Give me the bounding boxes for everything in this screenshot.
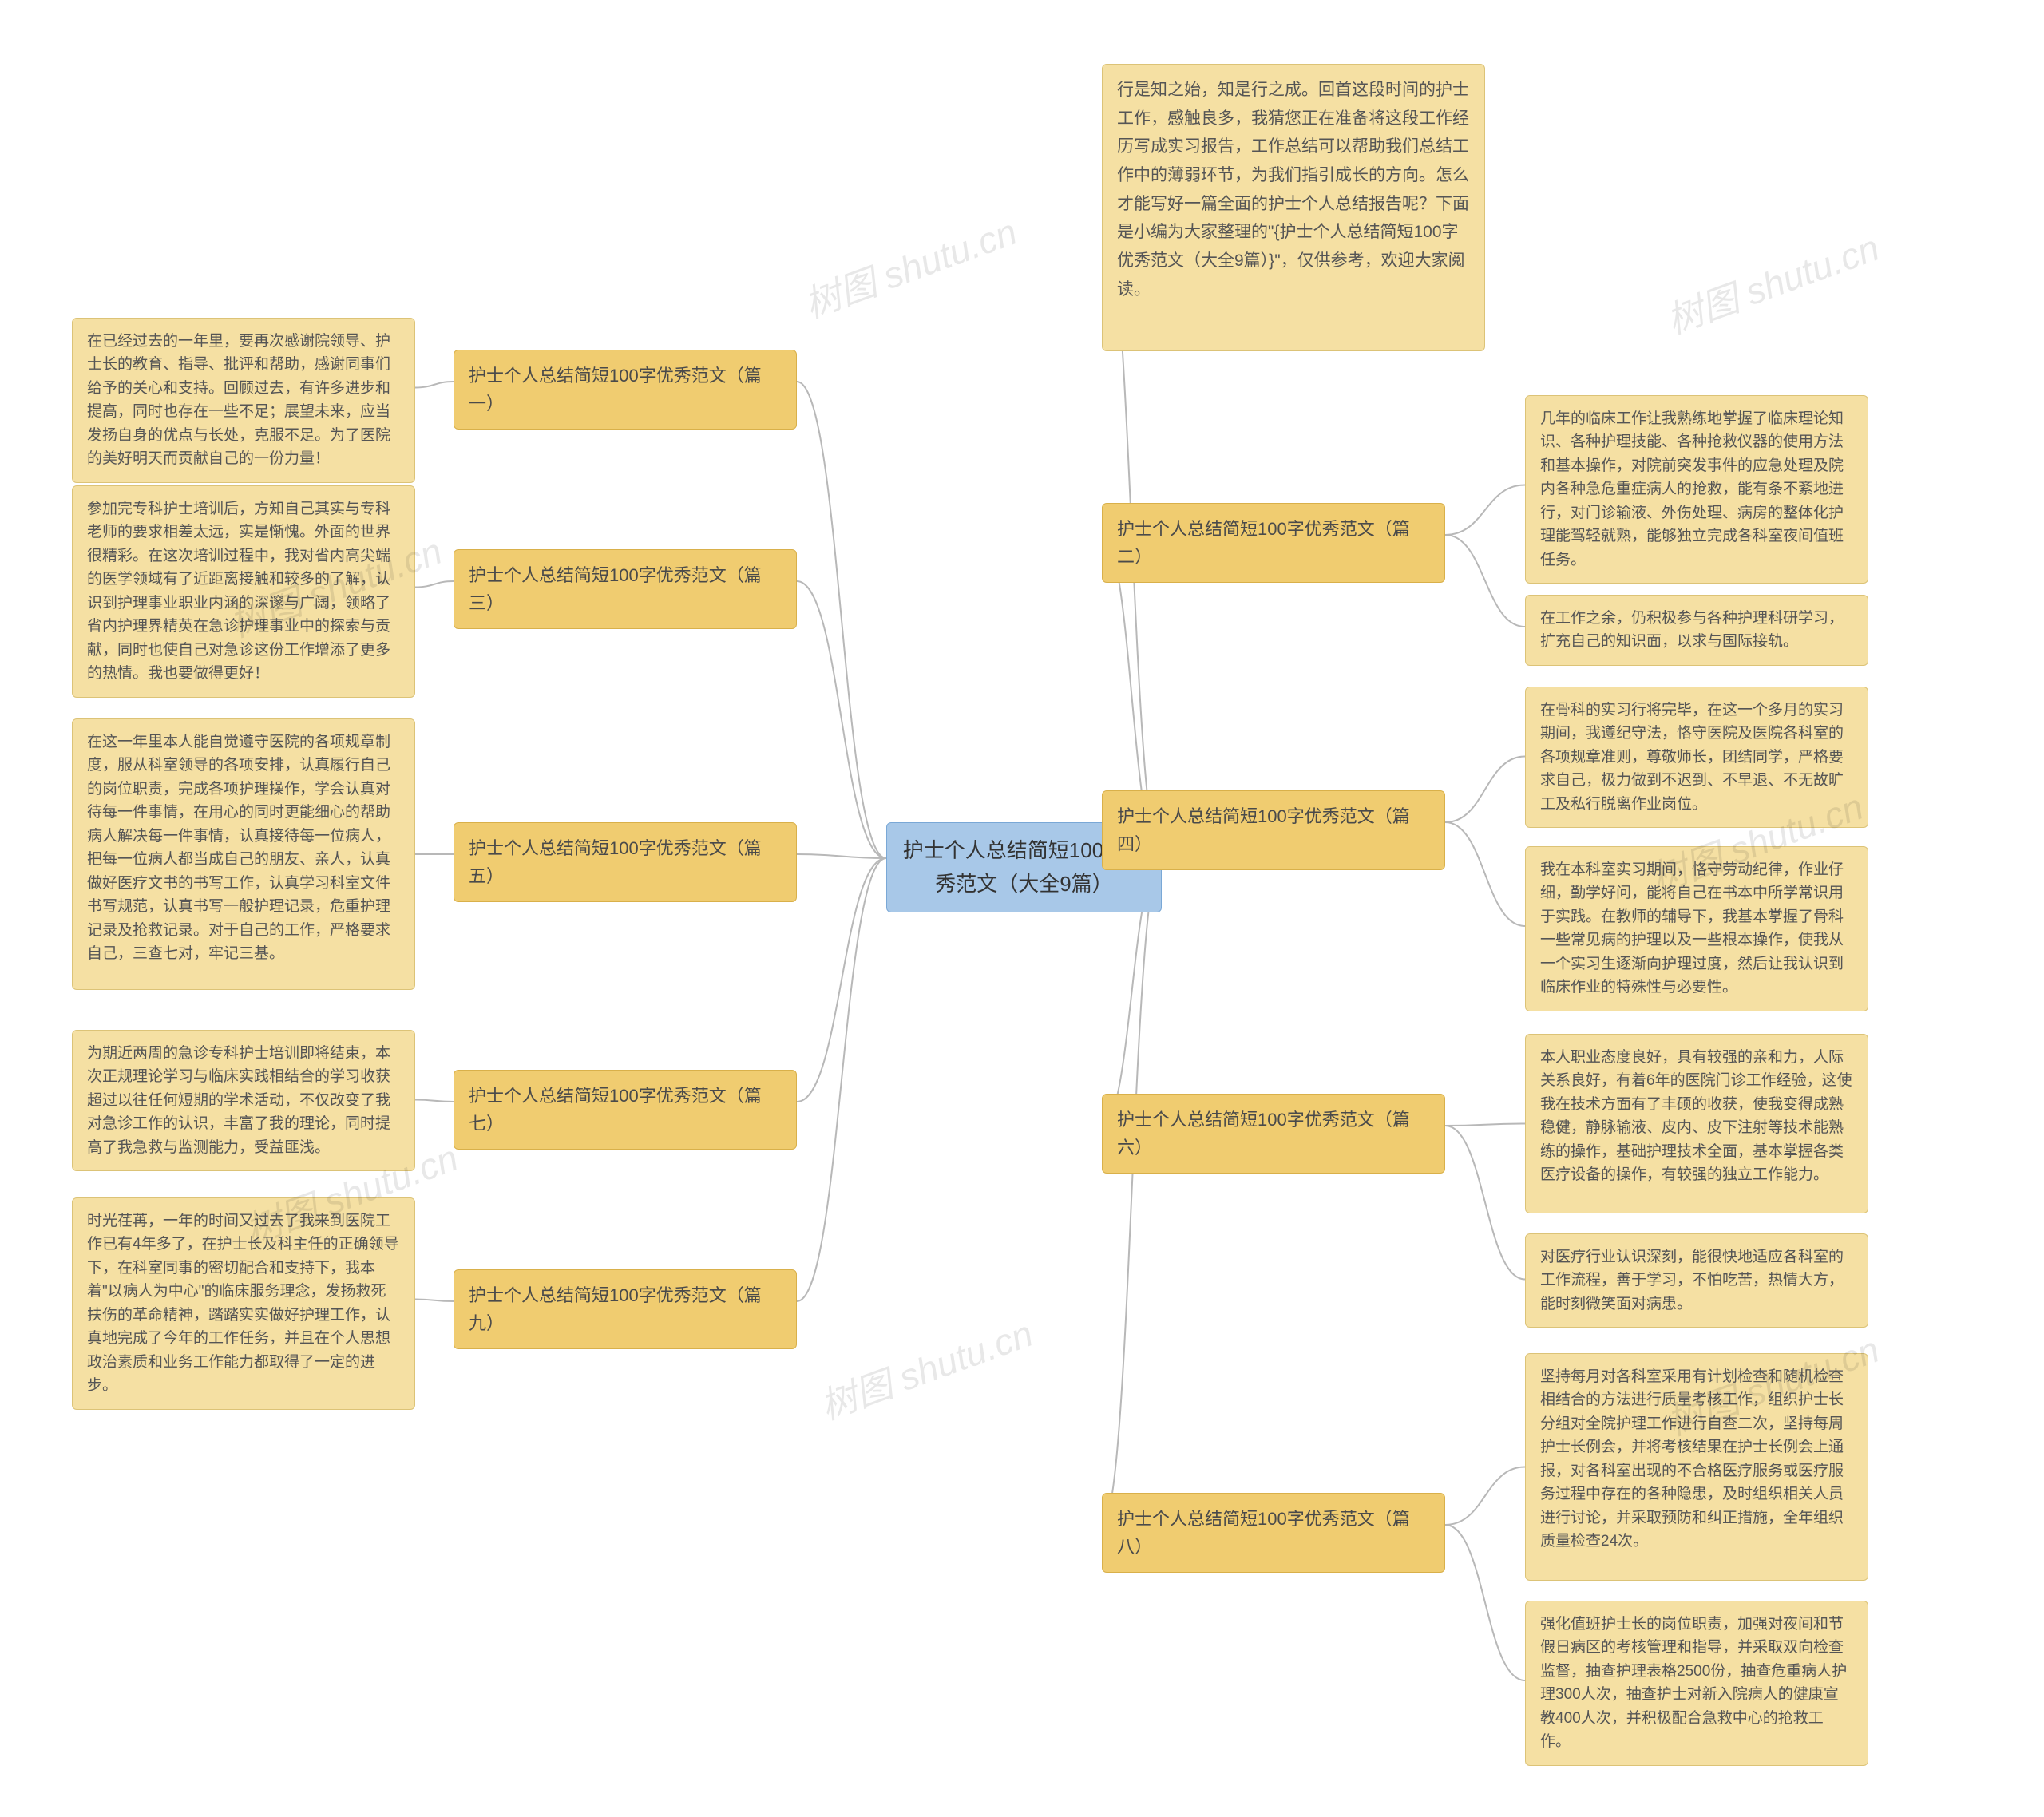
node-l2a[interactable]: 几年的临床工作让我熟练地掌握了临床理论知识、各种护理技能、各种抢救仪器的使用方法… bbox=[1525, 395, 1868, 584]
node-l8a[interactable]: 坚持每月对各科室采用有计划检查和随机检查相结合的方法进行质量考核工作，组织护士长… bbox=[1525, 1353, 1868, 1581]
node-l3a[interactable]: 参加完专科护士培训后，方知自己其实与专科老师的要求相差太远，实是惭愧。外面的世界… bbox=[72, 485, 415, 698]
connector bbox=[415, 1100, 454, 1102]
watermark: 树图 shutu.cn bbox=[812, 1304, 1039, 1430]
node-b4[interactable]: 护士个人总结简短100字优秀范文（篇四） bbox=[1102, 790, 1445, 870]
node-l6a[interactable]: 本人职业态度良好，具有较强的亲和力，人际关系良好，有着6年的医院门诊工作经验，这… bbox=[1525, 1034, 1868, 1213]
connector bbox=[797, 854, 886, 858]
node-b1[interactable]: 护士个人总结简短100字优秀范文（篇一） bbox=[454, 350, 797, 430]
node-b9[interactable]: 护士个人总结简短100字优秀范文（篇九） bbox=[454, 1269, 797, 1349]
connector bbox=[1102, 858, 1162, 1525]
node-l9a[interactable]: 时光荏苒，一年的时间又过去了我来到医院工作已有4年多了，在护士长及科主任的正确领… bbox=[72, 1197, 415, 1410]
connector bbox=[1445, 1124, 1525, 1126]
node-b3[interactable]: 护士个人总结简短100字优秀范文（篇三） bbox=[454, 549, 797, 629]
connector bbox=[797, 858, 886, 1102]
connector bbox=[1445, 535, 1525, 627]
node-l4a[interactable]: 在骨科的实习行将完毕，在这一个多月的实习期间，我遵纪守法，恪守医院及医院各科室的… bbox=[1525, 687, 1868, 828]
node-b5[interactable]: 护士个人总结简短100字优秀范文（篇五） bbox=[454, 822, 797, 902]
mindmap-canvas: 护士个人总结简短100字优秀范文（大全9篇）行是知之始，知是行之成。回首这段时间… bbox=[0, 0, 2044, 1817]
node-l7a[interactable]: 为期近两周的急诊专科护士培训即将结束，本次正规理论学习与临床实践相结合的学习收获… bbox=[72, 1030, 415, 1171]
node-l1a[interactable]: 在已经过去的一年里，要再次感谢院领导、护士长的教育、指导、批评和帮助，感谢同事们… bbox=[72, 318, 415, 483]
node-b8[interactable]: 护士个人总结简短100字优秀范文（篇八） bbox=[1102, 1493, 1445, 1573]
node-l4b[interactable]: 我在本科室实习期间，恪守劳动纪律，作业仔细，勤学好问，能将自己在书本中所学常识用… bbox=[1525, 846, 1868, 1011]
connector bbox=[1445, 1525, 1525, 1680]
connector bbox=[415, 1300, 454, 1302]
connector bbox=[797, 858, 886, 1301]
connector bbox=[415, 382, 454, 388]
node-b7[interactable]: 护士个人总结简短100字优秀范文（篇七） bbox=[454, 1070, 797, 1150]
watermark: 树图 shutu.cn bbox=[1658, 219, 1885, 344]
node-l5a[interactable]: 在这一年里本人能自觉遵守医院的各项规章制度，服从科室领导的各项安排，认真履行自己… bbox=[72, 718, 415, 990]
connector bbox=[1445, 485, 1525, 536]
connector bbox=[1445, 1126, 1525, 1280]
connector bbox=[797, 382, 886, 858]
node-l2b[interactable]: 在工作之余，仍积极参与各种护理科研学习，扩充自己的知识面，以求与国际接轨。 bbox=[1525, 595, 1868, 666]
node-b2[interactable]: 护士个人总结简短100字优秀范文（篇二） bbox=[1102, 503, 1445, 583]
node-intro[interactable]: 行是知之始，知是行之成。回首这段时间的护士工作，感触良多，我猜您正在准备将这段工… bbox=[1102, 64, 1485, 351]
connector bbox=[1445, 822, 1525, 926]
connector bbox=[797, 581, 886, 858]
connector bbox=[1445, 1467, 1525, 1526]
node-l8b[interactable]: 强化值班护士长的岗位职责，加强对夜间和节假日病区的考核管理和指导，并采取双向检查… bbox=[1525, 1601, 1868, 1766]
connector bbox=[1445, 757, 1525, 823]
node-b6[interactable]: 护士个人总结简短100字优秀范文（篇六） bbox=[1102, 1094, 1445, 1174]
node-l6b[interactable]: 对医疗行业认识深刻，能很快地适应各科室的工作流程，善于学习，不怕吃苦，热情大方，… bbox=[1525, 1233, 1868, 1328]
connector bbox=[415, 581, 454, 588]
watermark: 树图 shutu.cn bbox=[796, 203, 1023, 328]
